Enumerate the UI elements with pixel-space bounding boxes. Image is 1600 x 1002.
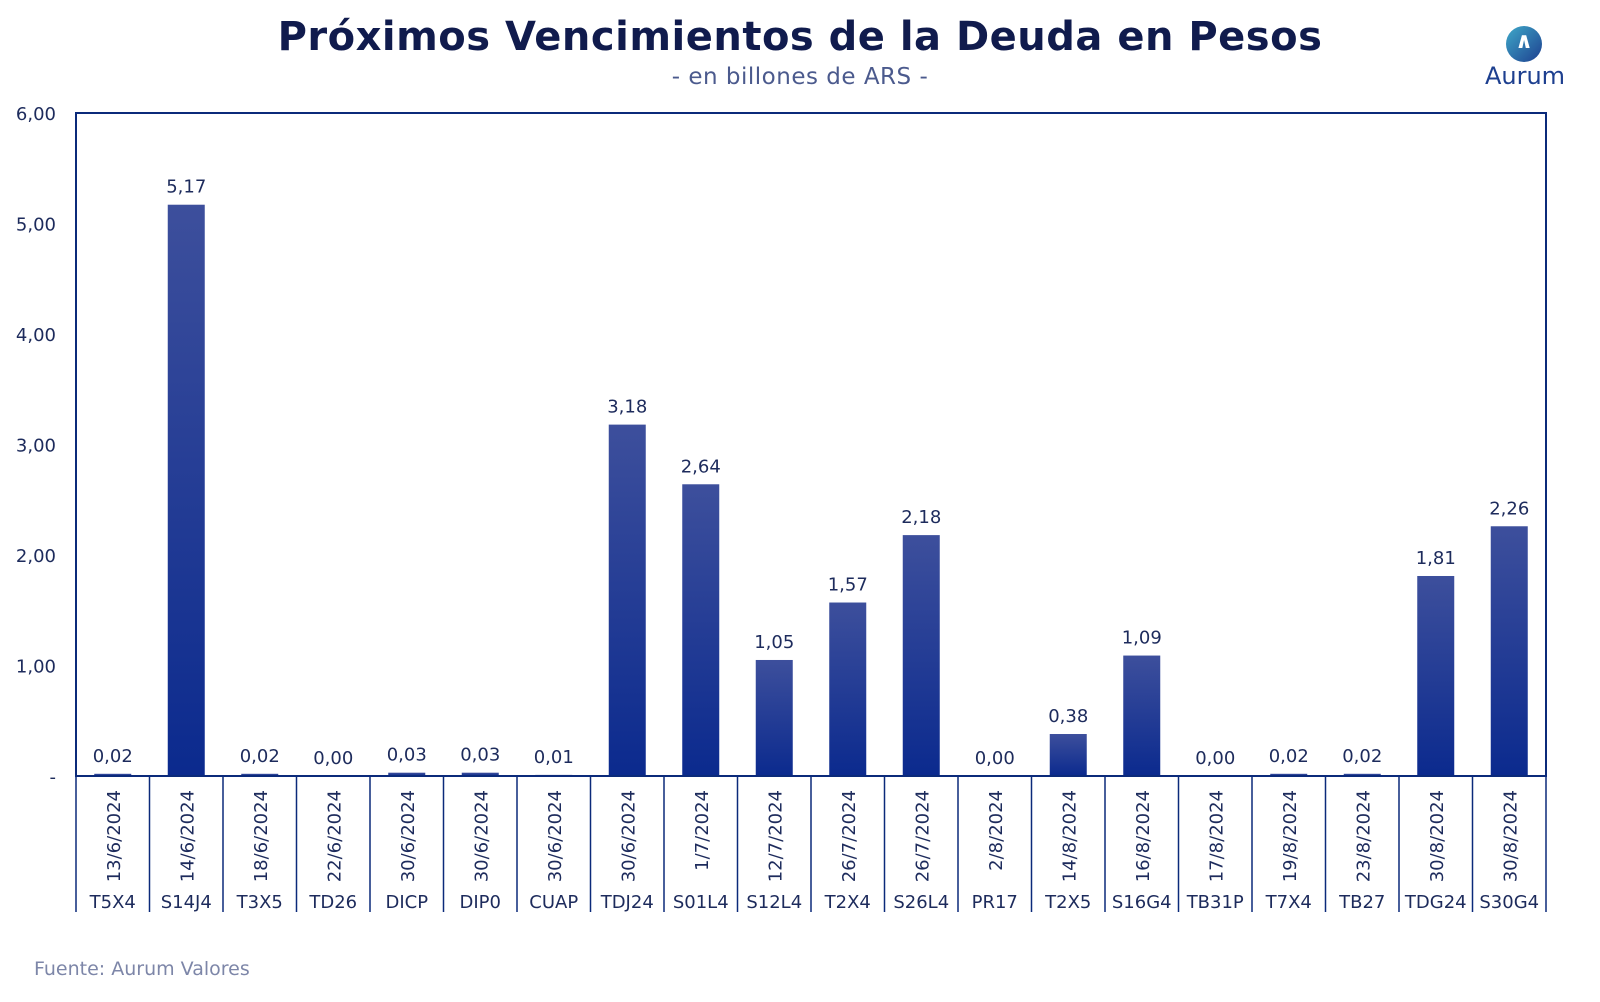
x-date-label: 16/8/2024 (1133, 790, 1154, 882)
value-label: 0,00 (313, 748, 353, 769)
aurum-logo: ∧ Aurum (1470, 26, 1580, 90)
bar (167, 204, 205, 777)
value-label: 2,26 (1489, 498, 1529, 519)
bar (755, 659, 793, 776)
x-ticker-label: T5X4 (89, 892, 136, 913)
value-label: 0,02 (1269, 746, 1309, 767)
bar (461, 772, 499, 776)
value-label: 5,17 (166, 177, 206, 198)
x-ticker-label: T3X5 (236, 892, 283, 913)
value-label: 3,18 (607, 397, 647, 418)
y-tick-label: 6,00 (16, 104, 56, 125)
x-ticker-label: S14J4 (161, 892, 212, 913)
x-ticker-label: S26L4 (893, 892, 949, 913)
x-ticker-label: S16G4 (1112, 892, 1172, 913)
x-date-label: 22/6/2024 (324, 790, 345, 882)
value-label: 1,57 (828, 575, 868, 596)
aurum-logo-word: Aurum (1484, 62, 1566, 90)
value-label: 0,38 (1048, 706, 1088, 727)
bar (682, 484, 720, 776)
x-date-label: 30/8/2024 (1427, 790, 1448, 882)
y-tick-label: 5,00 (16, 215, 56, 236)
x-date-label: 26/7/2024 (839, 790, 860, 882)
value-label: 1,81 (1416, 548, 1456, 569)
value-label: 0,00 (1195, 748, 1235, 769)
x-date-label: 1/7/2024 (692, 790, 713, 871)
bar (608, 424, 646, 776)
x-date-label: 17/8/2024 (1206, 790, 1227, 882)
x-date-label: 14/8/2024 (1059, 790, 1080, 882)
bar (388, 772, 426, 776)
bar (1343, 773, 1381, 776)
bar (1490, 526, 1528, 776)
x-ticker-label: T7X4 (1265, 892, 1312, 913)
x-ticker-label: CUAP (529, 892, 578, 913)
bar (94, 773, 132, 776)
x-date-label: 30/8/2024 (1500, 790, 1521, 882)
x-ticker-label: TD26 (308, 892, 357, 913)
x-date-label: 2/8/2024 (986, 790, 1007, 871)
bar (1049, 734, 1087, 776)
source-note: Fuente: Aurum Valores (34, 958, 250, 980)
x-date-label: 13/6/2024 (104, 790, 125, 882)
y-tick-label: 4,00 (16, 325, 56, 346)
x-date-label: 30/6/2024 (545, 790, 566, 882)
y-tick-label: 3,00 (16, 436, 56, 457)
x-date-label: 30/6/2024 (618, 790, 639, 882)
x-ticker-label: TB27 (1338, 892, 1385, 913)
x-date-label: 26/7/2024 (912, 790, 933, 882)
x-date-label: 23/8/2024 (1353, 790, 1374, 882)
x-ticker-label: TDJ24 (600, 892, 654, 913)
aurum-logo-icon: ∧ (1506, 26, 1542, 62)
bar (829, 602, 867, 776)
value-label: 0,02 (240, 746, 280, 767)
value-label: 1,09 (1122, 628, 1162, 649)
value-label: 0,02 (93, 746, 133, 767)
x-date-label: 12/7/2024 (765, 790, 786, 882)
x-ticker-label: DICP (385, 892, 428, 913)
y-tick-label: - (50, 767, 57, 788)
chart-subtitle: - en billones de ARS - (671, 64, 929, 90)
bar (241, 773, 279, 776)
x-date-label: 30/6/2024 (398, 790, 419, 882)
value-label: 0,00 (975, 748, 1015, 769)
value-label: 1,05 (754, 632, 794, 653)
bar (1270, 773, 1308, 776)
x-ticker-label: TDG24 (1404, 892, 1467, 913)
x-ticker-label: T2X5 (1044, 892, 1091, 913)
plot-frame (75, 112, 1547, 777)
x-ticker-label: PR17 (972, 892, 1018, 913)
x-ticker-label: TB31P (1186, 892, 1244, 913)
value-label: 0,03 (387, 745, 427, 766)
chart-title: Próximos Vencimientos de la Deuda en Pes… (277, 14, 1323, 60)
x-date-label: 14/6/2024 (177, 790, 198, 882)
y-tick-label: 2,00 (16, 546, 56, 567)
y-tick-label: 1,00 (16, 657, 56, 678)
x-date-label: 30/6/2024 (471, 790, 492, 882)
value-label: 0,02 (1342, 746, 1382, 767)
bar (902, 535, 940, 776)
x-date-label: 19/8/2024 (1280, 790, 1301, 882)
value-label: 2,64 (681, 456, 721, 477)
value-label: 0,01 (534, 747, 574, 768)
x-date-label: 18/6/2024 (251, 790, 272, 882)
x-ticker-label: S12L4 (746, 892, 802, 913)
x-ticker-label: DIP0 (460, 892, 501, 913)
bar (1123, 655, 1161, 776)
x-ticker-label: S01L4 (673, 892, 729, 913)
x-ticker-label: T2X4 (824, 892, 871, 913)
bar (1417, 575, 1455, 776)
value-label: 0,03 (460, 745, 500, 766)
value-label: 2,18 (901, 507, 941, 528)
x-ticker-label: S30G4 (1479, 892, 1539, 913)
